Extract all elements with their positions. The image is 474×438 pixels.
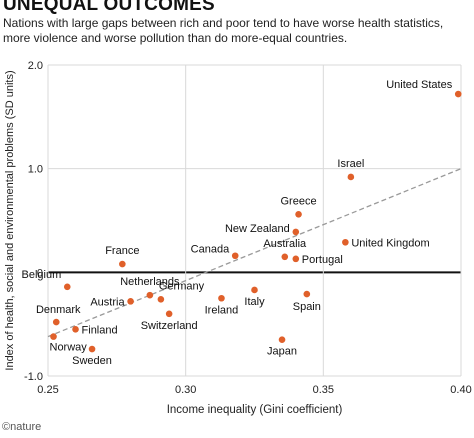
data-point	[342, 238, 349, 246]
point-label: Netherlands	[120, 276, 180, 288]
trend-line	[47, 168, 462, 338]
point-label: France	[105, 245, 139, 257]
x-axis-label: Income inequality (Gini coefficient)	[167, 404, 343, 416]
data-point	[231, 252, 239, 260]
point-label: United States	[386, 79, 453, 91]
data-point	[251, 286, 258, 294]
point-label: Norway	[50, 342, 88, 354]
y-tick-label: 0	[37, 267, 43, 279]
point-label: New Zealand	[225, 223, 290, 235]
data-point	[292, 255, 300, 263]
point-label: Ireland	[205, 304, 239, 316]
data-point	[50, 333, 57, 340]
point-label: Australia	[263, 238, 307, 250]
data-point	[165, 310, 173, 318]
x-tick-label: 0.25	[37, 384, 58, 396]
point-label: Finland	[82, 324, 118, 336]
data-point	[72, 326, 79, 333]
data-point	[303, 290, 311, 298]
point-label: Italy	[244, 296, 265, 308]
data-point	[157, 295, 165, 303]
chart-subtitle: Nations with large gaps between rich and…	[3, 16, 444, 45]
x-tick-label: 0.35	[313, 384, 334, 396]
data-point	[88, 345, 96, 353]
point-label: Switzerland	[141, 320, 198, 332]
data-point	[146, 291, 154, 299]
data-point	[119, 260, 126, 268]
y-tick-label: 1.0	[28, 164, 43, 176]
y-tick-label: 2.0	[28, 60, 43, 72]
data-point	[347, 173, 355, 181]
data-point	[218, 294, 225, 302]
data-point	[52, 318, 60, 326]
data-point	[63, 283, 71, 291]
chart-title: UNEQUAL OUTCOMES	[3, 0, 215, 15]
data-point	[454, 90, 462, 98]
y-axis-label: Index of health, social and environmenta…	[4, 70, 16, 370]
point-label: United Kingdom	[351, 237, 429, 249]
x-tick-label: 0.40	[450, 384, 471, 396]
point-label: Canada	[191, 244, 230, 256]
data-point	[295, 210, 302, 218]
point-label: Israel	[337, 158, 364, 170]
data-point	[281, 253, 289, 261]
point-label: Sweden	[72, 355, 112, 367]
point-label: Portugal	[302, 254, 343, 266]
data-point	[127, 298, 134, 305]
point-label: Austria	[90, 296, 125, 308]
point-label: Belgium	[22, 269, 62, 281]
point-label: Spain	[293, 301, 321, 313]
publisher-credit: ©nature	[2, 421, 42, 433]
point-label: Germany	[159, 280, 205, 292]
point-label: Japan	[267, 346, 297, 358]
y-tick-label: -1.0	[24, 371, 43, 383]
x-tick-label: 0.30	[175, 384, 196, 396]
point-label: Denmark	[36, 304, 81, 316]
data-point	[292, 228, 300, 236]
data-point	[278, 336, 286, 344]
point-label: Greece	[281, 195, 317, 207]
